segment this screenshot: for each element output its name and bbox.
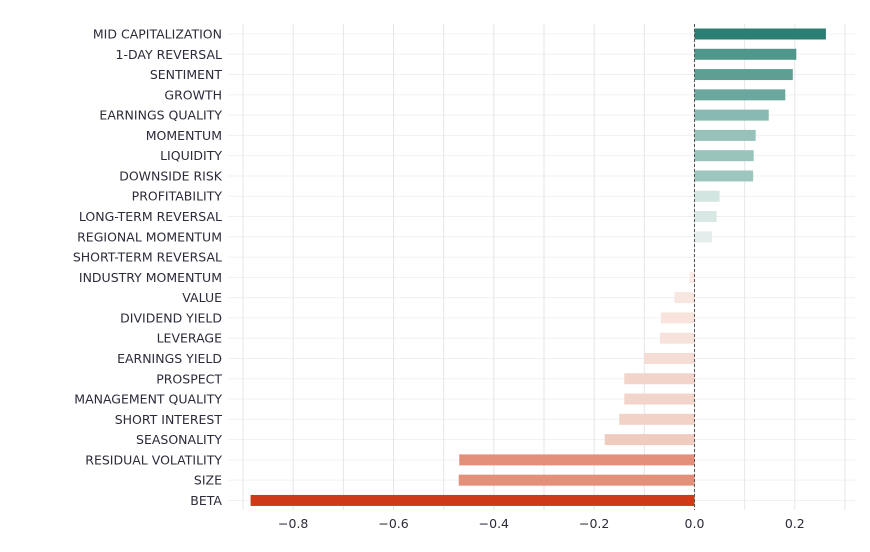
category-label: LIQUIDITY — [160, 148, 222, 163]
bar-profitability — [694, 190, 720, 202]
x-tick-label: 0.2 — [785, 516, 805, 531]
bar-size — [458, 474, 695, 486]
category-label: DOWNSIDE RISK — [119, 168, 223, 183]
category-label: LEVERAGE — [157, 331, 223, 346]
x-axis-ticks: −0.8 −0.6 −0.4 −0.2 0.0 0.2 — [278, 516, 805, 531]
bar-leverage — [659, 332, 695, 344]
bar-beta — [250, 494, 695, 506]
bar-1-day-reversal — [694, 48, 797, 60]
x-tick-label: −0.6 — [378, 516, 408, 531]
category-label: SEASONALITY — [136, 432, 222, 447]
category-label: SHORT-TERM REVERSAL — [73, 250, 222, 265]
x-tick-label: −0.4 — [479, 516, 509, 531]
category-label: DIVIDEND YIELD — [120, 310, 222, 325]
category-label: VALUE — [182, 290, 222, 305]
bar-regional-momentum — [694, 231, 713, 243]
x-tick-label: 0.0 — [685, 516, 705, 531]
category-label: SIZE — [194, 473, 222, 488]
category-label: 1-DAY REVERSAL — [116, 47, 222, 62]
grid — [228, 24, 855, 510]
bar-earnings-quality — [694, 109, 769, 121]
bar-dividend-yield — [660, 312, 695, 324]
category-label: PROSPECT — [156, 371, 222, 386]
category-label: EARNINGS YIELD — [117, 351, 222, 366]
bar-prospect — [624, 373, 695, 385]
category-label: EARNINGS QUALITY — [99, 108, 222, 123]
category-label: MID CAPITALIZATION — [93, 27, 222, 42]
x-tick-label: −0.2 — [579, 516, 609, 531]
category-label: REGIONAL MOMENTUM — [77, 229, 222, 244]
bar-long-term-reversal — [694, 211, 717, 223]
bar-liquidity — [694, 150, 754, 162]
category-label: RESIDUAL VOLATILITY — [85, 452, 222, 467]
bar-industry-momentum — [689, 271, 695, 283]
category-label: GROWTH — [164, 87, 222, 102]
bar-earnings-yield — [643, 352, 695, 364]
bar-momentum — [694, 129, 756, 141]
bar-sentiment — [694, 69, 793, 81]
category-label: MOMENTUM — [146, 128, 222, 143]
category-label: SENTIMENT — [150, 67, 223, 82]
category-label: PROFITABILITY — [132, 189, 223, 204]
bar-downside-risk — [694, 170, 754, 182]
bar-seasonality — [604, 434, 695, 446]
x-tick-label: −0.8 — [278, 516, 308, 531]
bar-mid-capitalization — [694, 28, 826, 40]
category-label: MANAGEMENT QUALITY — [74, 392, 222, 407]
bar-management-quality — [624, 393, 695, 405]
bar-short-term-reversal — [693, 251, 695, 263]
category-label: SHORT INTEREST — [115, 412, 223, 427]
bar-growth — [694, 89, 786, 101]
category-labels: MID CAPITALIZATION 1-DAY REVERSAL SENTIMEN… — [73, 27, 223, 508]
category-label: LONG-TERM REVERSAL — [79, 209, 222, 224]
bars — [250, 28, 826, 506]
bar-residual-volatility — [459, 454, 695, 466]
bar-value — [674, 292, 695, 304]
bar-short-interest — [619, 413, 695, 425]
category-label: BETA — [190, 493, 222, 508]
category-label: INDUSTRY MOMENTUM — [79, 270, 222, 285]
